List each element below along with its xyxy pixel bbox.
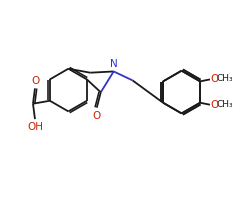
Text: CH₃: CH₃ xyxy=(216,100,233,109)
Text: O: O xyxy=(93,111,101,121)
Text: O: O xyxy=(210,100,219,110)
Text: O: O xyxy=(31,76,40,86)
Text: OH: OH xyxy=(27,122,43,132)
Text: N: N xyxy=(110,59,118,69)
Text: CH₃: CH₃ xyxy=(216,74,233,83)
Text: O: O xyxy=(210,74,219,84)
